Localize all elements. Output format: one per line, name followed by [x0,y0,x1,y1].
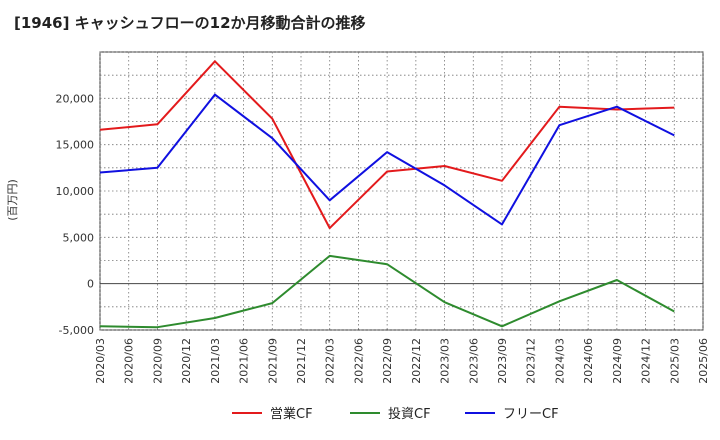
y-axis-label: (百万円) [6,179,19,221]
y-tick-label: 15,000 [56,139,95,152]
x-tick-label: 2023/06 [467,338,480,384]
series-line [99,93,675,226]
x-tick-label: 2022/03 [324,338,337,384]
x-tick-label: 2020/03 [94,338,107,384]
y-tick-label: -5,000 [59,324,94,337]
x-tick-label: 2025/03 [668,338,681,384]
x-tick-label: 2022/06 [352,338,365,384]
x-tick-label: 2024/09 [611,338,624,384]
y-tick-label: 10,000 [56,185,95,198]
x-tick-label: 2021/06 [238,338,251,384]
grid [99,51,704,331]
x-tick-label: 2023/12 [525,338,538,384]
legend: 営業CF 投資CF フリーCF [232,406,559,422]
x-tick-label: 2023/03 [439,338,452,384]
legend-label: 営業CF [270,406,313,422]
x-axis-ticks: 2020/03 2020/06 2020/09 2020/12 2021/03 2021/… [94,338,710,384]
legend-label: フリーCF [503,407,559,422]
y-tick-label: 5,000 [63,231,95,244]
x-tick-label: 2020/09 [151,338,164,384]
chart-title: [1946] キャッシュフローの12か月移動合計の推移 [14,14,366,32]
x-tick-label: 2021/09 [266,338,279,384]
x-tick-label: 2022/12 [410,338,423,384]
x-tick-label: 2020/06 [123,338,136,384]
y-tick-label: 0 [87,278,94,291]
x-tick-label: 2020/12 [180,338,193,384]
x-tick-label: 2024/03 [553,338,566,384]
x-tick-label: 2021/03 [209,338,222,384]
series-line [99,60,675,230]
y-tick-label: 20,000 [56,92,95,105]
x-tick-label: 2024/12 [640,338,653,384]
x-tick-label: 2021/12 [295,338,308,384]
legend-label: 投資CF [388,406,431,422]
y-axis-ticks: -5,000 0 5,000 10,000 15,000 20,000 [56,92,95,337]
x-tick-label: 2024/06 [582,338,595,384]
series-lines [99,60,675,329]
series-line [99,254,675,329]
x-tick-label: 2023/09 [496,338,509,384]
x-tick-label: 2025/06 [697,338,710,384]
x-tick-label: 2022/09 [381,338,394,384]
